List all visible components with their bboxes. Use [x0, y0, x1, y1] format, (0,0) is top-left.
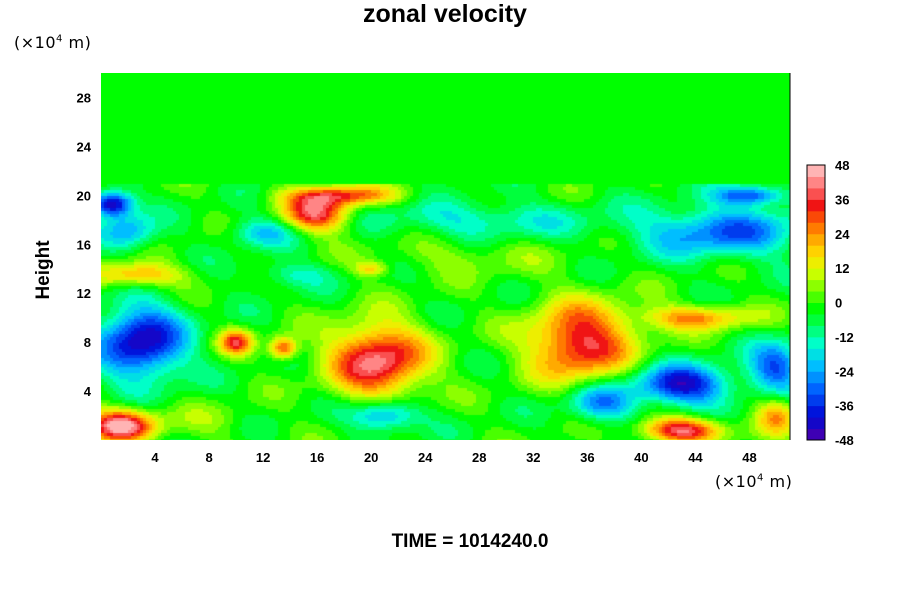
x-tick-label: 28 — [472, 450, 486, 465]
x-tick-label: 24 — [418, 450, 433, 465]
colorbar — [806, 164, 826, 441]
colorbar-swatch — [807, 187, 825, 200]
colorbar-tick-label: 0 — [835, 296, 842, 311]
colorbar-swatch — [807, 256, 825, 269]
colorbar-swatch — [807, 279, 825, 292]
colorbar-swatch — [807, 210, 825, 223]
colorbar-tick-label: 36 — [835, 192, 849, 207]
y-tick-label: 4 — [84, 384, 92, 399]
x-tick-label: 40 — [634, 450, 648, 465]
y-unit-label: (×104 m) — [14, 33, 92, 52]
colorbar-border — [806, 164, 826, 441]
chart-title: zonal velocity — [363, 0, 527, 28]
colorbar-tick-label: 24 — [835, 227, 850, 242]
colorbar-tick-label: -24 — [835, 364, 855, 379]
y-tick-label: 16 — [77, 237, 91, 252]
colorbar-swatch — [807, 233, 825, 246]
colorbar-swatch — [807, 428, 825, 441]
heatmap-image — [101, 73, 790, 440]
colorbar-swatch — [807, 371, 825, 384]
colorbar-tick-label: 12 — [835, 261, 849, 276]
x-tick-label: 12 — [256, 450, 270, 465]
colorbar-swatch — [807, 199, 825, 212]
x-tick-label: 8 — [205, 450, 212, 465]
colorbar-swatch — [807, 268, 825, 281]
x-unit-label: (×104 m) — [715, 472, 793, 491]
colorbar-tick-label: 48 — [835, 158, 849, 173]
x-tick-label: 32 — [526, 450, 540, 465]
colorbar-swatch — [807, 325, 825, 338]
colorbar-swatch — [807, 291, 825, 303]
colorbar-swatch — [807, 405, 825, 418]
x-tick-label: 4 — [151, 450, 159, 465]
x-axis-ticks: 4 8 12 16 20 24 28 32 36 40 44 48 — [151, 450, 756, 465]
x-tick-label: 48 — [742, 450, 756, 465]
colorbar-swatch — [807, 165, 825, 177]
x-tick-label: 20 — [364, 450, 378, 465]
y-tick-label: 24 — [77, 139, 92, 154]
x-tick-label: 36 — [580, 450, 594, 465]
x-tick-label: 44 — [688, 450, 703, 465]
colorbar-swatch — [807, 359, 825, 372]
colorbar-swatch — [807, 176, 825, 189]
colorbar-swatch — [807, 394, 825, 407]
plot-area — [101, 73, 791, 440]
y-axis-ticks: 4 8 12 16 20 24 28 — [77, 90, 92, 399]
y-tick-label: 12 — [77, 286, 91, 301]
colorbar-swatch — [807, 417, 825, 430]
colorbar-swatch — [807, 382, 825, 395]
colorbar-tick-label: -12 — [835, 330, 854, 345]
y-tick-label: 8 — [84, 335, 91, 350]
colorbar-ticks: 48 36 24 12 0 -12 -24 -36 -48 — [835, 158, 855, 448]
y-tick-label: 28 — [77, 90, 91, 105]
colorbar-swatch — [807, 302, 825, 315]
x-tick-label: 16 — [310, 450, 324, 465]
colorbar-swatch — [807, 222, 825, 235]
colorbar-swatch — [807, 336, 825, 349]
colorbar-swatch — [807, 245, 825, 258]
colorbar-tick-label: -48 — [835, 433, 854, 448]
colorbar-swatch — [807, 348, 825, 361]
colorbar-swatch — [807, 313, 825, 326]
colorbar-tick-label: -36 — [835, 399, 854, 414]
time-label: TIME = 1014240.0 — [391, 531, 549, 552]
y-tick-label: 20 — [77, 188, 91, 203]
